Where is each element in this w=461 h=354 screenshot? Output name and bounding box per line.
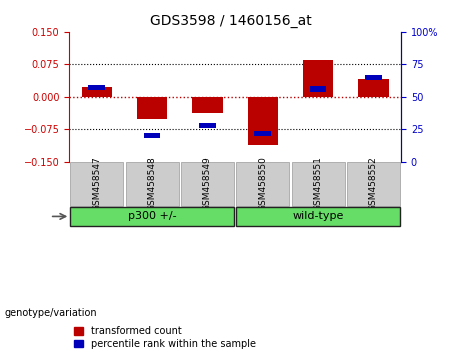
Text: p300 +/-: p300 +/- xyxy=(128,211,177,221)
Text: wild-type: wild-type xyxy=(292,211,344,221)
Bar xyxy=(181,162,234,206)
Bar xyxy=(358,79,389,97)
Bar xyxy=(125,162,179,206)
Bar xyxy=(137,97,167,119)
Legend: transformed count, percentile rank within the sample: transformed count, percentile rank withi… xyxy=(74,326,255,349)
Text: GSM458551: GSM458551 xyxy=(313,156,323,211)
Bar xyxy=(70,207,234,226)
Text: genotype/variation: genotype/variation xyxy=(5,308,97,318)
Bar xyxy=(70,162,124,206)
Bar xyxy=(82,87,112,97)
Bar xyxy=(347,162,400,206)
Bar xyxy=(144,133,160,138)
Text: GSM458552: GSM458552 xyxy=(369,156,378,211)
Bar xyxy=(236,207,400,226)
Text: GDS3598 / 1460156_at: GDS3598 / 1460156_at xyxy=(150,14,311,28)
Bar xyxy=(310,86,326,92)
Text: GSM458550: GSM458550 xyxy=(258,156,267,211)
Text: GSM458547: GSM458547 xyxy=(92,156,101,211)
Bar xyxy=(248,97,278,145)
Bar xyxy=(192,97,223,113)
Text: GSM458549: GSM458549 xyxy=(203,156,212,211)
Text: GSM458548: GSM458548 xyxy=(148,156,157,211)
Bar xyxy=(254,131,271,136)
Bar xyxy=(303,60,333,97)
Bar xyxy=(291,162,345,206)
Bar xyxy=(365,75,382,80)
Bar xyxy=(236,162,290,206)
Bar xyxy=(89,85,105,90)
Bar xyxy=(199,123,216,128)
